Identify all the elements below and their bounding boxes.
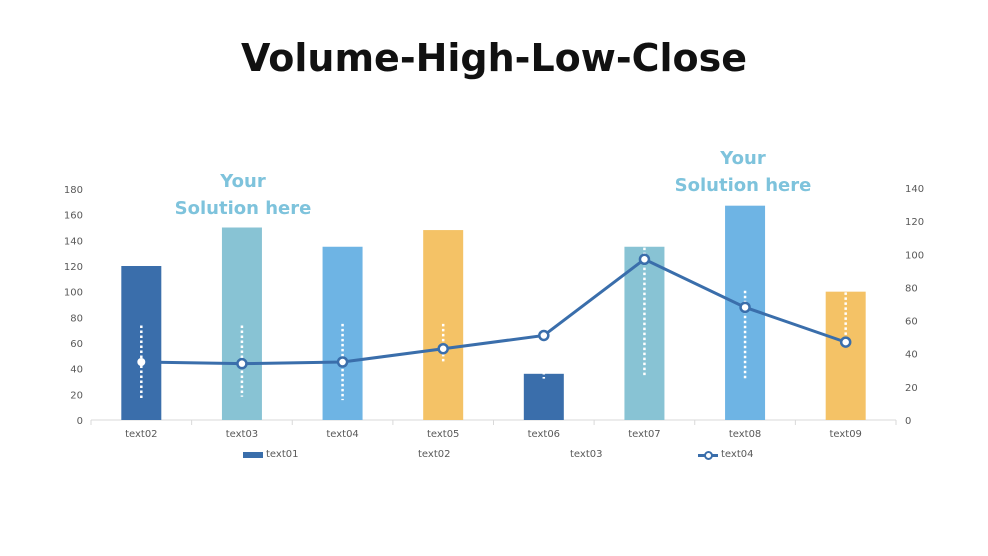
close-marker xyxy=(538,329,550,342)
x-axis-category-label: text02 xyxy=(125,429,157,440)
close-marker xyxy=(336,356,349,368)
close-line xyxy=(141,257,847,366)
legend-label: text03 xyxy=(570,449,603,460)
legend-item-text03[interactable]: text03 xyxy=(570,449,602,460)
right-axis-tick: 40 xyxy=(905,350,918,361)
annotation-right: Your Solution here xyxy=(668,145,818,199)
left-axis-tick: 80 xyxy=(70,313,83,324)
x-axis-category-label: text08 xyxy=(729,429,761,440)
left-axis-tick: 160 xyxy=(64,211,83,222)
right-axis-tick: 100 xyxy=(905,250,924,261)
x-axis-category-label: text09 xyxy=(829,429,861,440)
x-axis-category-label: text03 xyxy=(226,429,258,440)
left-axis-tick: 60 xyxy=(70,339,83,350)
annotation-right-line1: Your xyxy=(720,148,766,169)
annotation-left-line1: Your xyxy=(220,171,266,192)
legend-label: text04 xyxy=(721,449,754,460)
close-marker xyxy=(739,301,751,314)
right-axis-tick: 0 xyxy=(905,416,911,427)
x-axis-category-label: text05 xyxy=(427,429,459,440)
legend-item-text01[interactable]: text01 xyxy=(243,449,298,460)
legend-item-text02[interactable]: text02 xyxy=(418,449,450,460)
legend-label: text01 xyxy=(266,449,299,460)
volume-bar xyxy=(523,373,564,420)
annotation-left-line2: Solution here xyxy=(174,198,312,219)
left-axis-tick: 140 xyxy=(64,236,83,247)
right-axis-tick: 20 xyxy=(905,383,918,394)
close-marker xyxy=(437,342,449,355)
chart-legend: text01 text02 text03 text04 xyxy=(0,449,988,465)
left-axis-tick: 100 xyxy=(64,288,83,299)
annotation-right-line2: Solution here xyxy=(674,175,812,196)
close-marker xyxy=(137,358,146,366)
annotation-left: Your Solution here xyxy=(168,168,318,222)
legend-item-text04[interactable]: text04 xyxy=(698,449,753,460)
close-marker xyxy=(839,336,852,348)
left-axis-tick: 120 xyxy=(64,262,83,273)
left-axis-tick: 20 xyxy=(70,390,83,401)
left-axis-tick: 0 xyxy=(77,416,83,427)
x-axis-category-label: text07 xyxy=(628,429,660,440)
close-marker xyxy=(236,357,248,370)
left-axis-tick: 40 xyxy=(70,365,83,376)
right-axis-tick: 140 xyxy=(905,184,924,195)
left-axis-tick: 180 xyxy=(64,185,83,196)
line-marker-swatch-icon xyxy=(698,450,718,460)
legend-label: text02 xyxy=(418,449,451,460)
right-axis-tick: 60 xyxy=(905,317,918,328)
close-marker xyxy=(638,253,651,266)
x-axis-category-label: text06 xyxy=(528,429,560,440)
x-axis-category-label: text04 xyxy=(326,429,358,440)
volume-bar xyxy=(825,291,866,420)
chart-title: Volume-High-Low-Close xyxy=(240,36,748,80)
bar-swatch-icon xyxy=(243,451,263,458)
right-axis-tick: 80 xyxy=(905,283,918,294)
right-axis-tick: 120 xyxy=(905,217,924,228)
